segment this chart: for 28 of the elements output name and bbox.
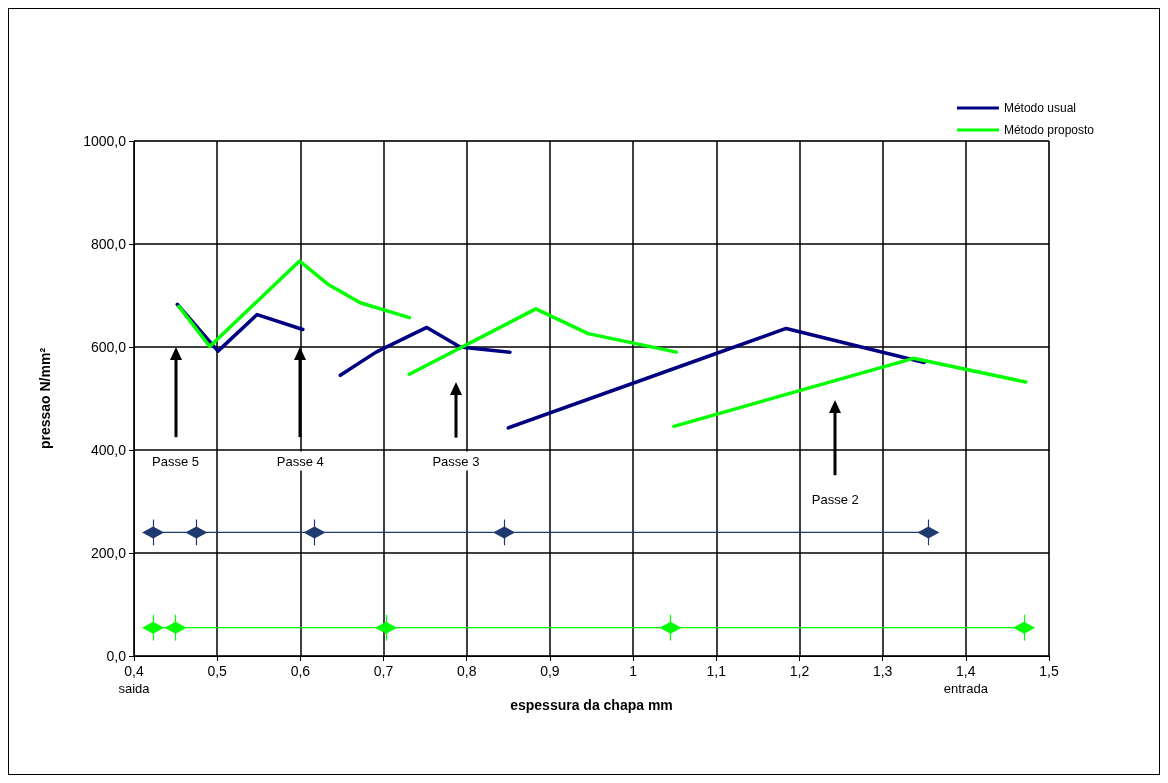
x-tick-label: 1,2 bbox=[789, 663, 810, 679]
x-tick-label: 0,8 bbox=[456, 663, 477, 679]
x-tick-label: 0,9 bbox=[540, 663, 560, 679]
x-tick-label: 1,5 bbox=[1039, 663, 1059, 679]
x-tick-label: 1,4 bbox=[956, 663, 976, 679]
legend-label: Método proposto bbox=[1003, 123, 1095, 137]
y-tick-label: 800,0 bbox=[90, 236, 127, 252]
x-tick-label: 1,3 bbox=[872, 663, 893, 679]
x-tick-label: 0,4 bbox=[124, 663, 144, 679]
y-tick-label: 600,0 bbox=[90, 339, 127, 355]
y-tick-label: 400,0 bbox=[90, 442, 127, 458]
y-tick-label: 1000,0 bbox=[83, 133, 127, 149]
y-tick-label: 0,0 bbox=[106, 648, 127, 664]
text: entrada bbox=[943, 680, 988, 696]
annotation: Passe 3 bbox=[424, 451, 488, 471]
y-tick-label: 200,0 bbox=[90, 545, 127, 561]
text: saida bbox=[118, 680, 150, 696]
x-axis-title: espessura da chapa mm bbox=[510, 697, 673, 713]
annotation: Passe 5 bbox=[144, 451, 208, 471]
x-tick-label: 0,6 bbox=[290, 663, 311, 679]
x-tick-label: 0,5 bbox=[207, 663, 228, 679]
annotation: Passe 2 bbox=[803, 489, 867, 509]
annotation: Passe 4 bbox=[268, 451, 332, 471]
x-tick-label: 1,1 bbox=[706, 663, 727, 679]
y-axis-title: pressao N/mm² bbox=[37, 347, 53, 450]
legend-label: Método usual bbox=[1003, 101, 1076, 115]
x-tick-label: 1 bbox=[629, 663, 638, 679]
x-tick-label: 0,7 bbox=[373, 663, 394, 679]
